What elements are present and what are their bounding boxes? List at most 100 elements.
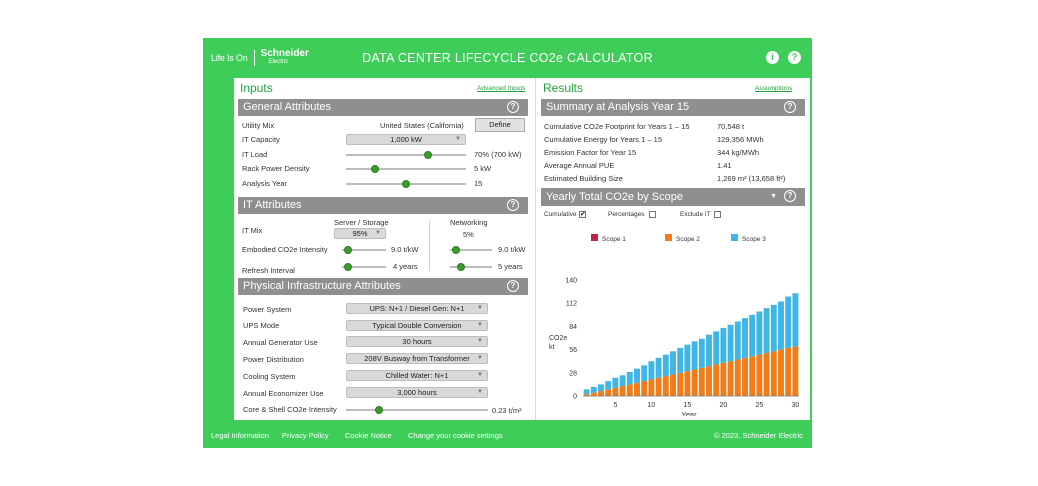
it-help-icon[interactable]: ? [507,198,519,211]
copyright: © 2023, Schneider Electric [714,431,803,440]
summary-row-value: 344 kg/MWh [717,148,760,157]
bar-segment [634,382,640,396]
chevron-down-icon: ▼ [477,338,483,344]
rack-density-slider-handle[interactable] [370,165,379,173]
it-attributes-header: IT Attributes ? [238,197,528,214]
x-tick-label: 30 [792,402,800,409]
embodied-server-slider[interactable] [342,246,386,254]
bar-segment [734,359,741,396]
summary-row-value: 129,356 MWh [717,135,764,144]
x-tick-label: 5 [613,402,617,409]
economizer-use-selected: 3,000 hours [397,388,437,397]
cookie-settings-link[interactable]: Change your cookie settings [408,431,503,440]
tagline: Life Is On [211,53,248,63]
cookie-notice-link[interactable]: Cookie Notice [345,431,392,440]
define-button[interactable]: Define [475,118,525,132]
embodied-network-value: 9.0 t/kW [498,245,526,254]
it-capacity-select[interactable]: 1,000 kW ▼ [346,134,466,145]
it-load-slider[interactable] [346,151,466,159]
results-title: Results [543,81,584,95]
chevron-down-icon: ▼ [375,230,381,236]
brand-sub: Electric [268,59,289,65]
bar-segment [677,347,684,373]
bar-segment [778,349,784,396]
analysis-year-slider-handle[interactable] [402,180,410,188]
bar-segment [756,354,763,396]
core-shell-slider[interactable] [346,406,488,414]
advanced-inputs-link[interactable]: Advanced Inputs [477,85,526,92]
physical-attributes-header: Physical Infrastructure Attributes ? [238,278,528,295]
power-system-selected: UPS: N+1 / Diesel Gen: N+1 [369,304,465,313]
privacy-policy-link[interactable]: Privacy Policy [282,431,329,440]
exclude-it-checkbox[interactable] [714,211,721,218]
summary-row-label: Emission Factor for Year 15 [544,148,637,157]
analysis-year-slider[interactable] [346,180,466,188]
it-load-slider-handle[interactable] [424,151,433,159]
ups-mode-label: UPS Mode [243,321,280,330]
power-system-select[interactable]: UPS: N+1 / Diesel Gen: N+1 ▼ [346,303,488,314]
legal-information-link[interactable]: Legal Information [211,431,269,440]
cooling-system-select[interactable]: Chilled Water: N+1 ▼ [346,370,488,381]
ups-mode-select[interactable]: Typical Double Conversion ▼ [346,320,488,331]
bar-segment [634,368,640,383]
cumulative-checkbox[interactable]: ✔ [579,211,586,218]
inputs-panel: Inputs Advanced Inputs General Attribute… [234,78,529,420]
exclude-it-label: Exclude IT [680,211,711,218]
bar-segment [641,381,648,396]
legend-swatch [665,234,672,241]
results-panel: Results Assumptions Summary at Analysis … [541,78,810,420]
generator-use-select[interactable]: 30 hours ▼ [346,336,488,347]
general-help-icon[interactable]: ? [507,100,519,113]
embodied-network-slider[interactable] [450,246,492,254]
generator-use-selected: 30 hours [402,337,432,346]
bar-segment [619,375,626,387]
power-distribution-select[interactable]: 208V Busway from Transformer ▼ [346,353,488,364]
embodied-intensity-label: Embodied CO2e Intensity [242,245,328,254]
percentages-label: Percentages [608,211,645,218]
it-mix-select[interactable]: 95% ▼ [334,228,386,239]
info-icon[interactable]: i [766,51,779,64]
bar-segment [677,372,684,396]
bar-segment [698,367,705,396]
embodied-network-slider-handle[interactable] [451,246,460,254]
app-title: DATA CENTER LIFECYCLE CO2e CALCULATOR [362,51,653,65]
percentages-checkbox[interactable] [649,211,656,218]
refresh-interval-label: Refresh Interval [242,266,295,275]
bar-segment [612,387,619,396]
rack-density-slider[interactable] [346,165,466,173]
refresh-server-slider[interactable] [342,263,386,271]
embodied-server-slider-handle[interactable] [343,246,352,254]
refresh-network-slider-handle[interactable] [456,263,465,271]
physical-help-icon[interactable]: ? [507,279,519,292]
core-shell-slider-handle[interactable] [375,406,384,414]
summary-help-icon[interactable]: ? [784,100,796,113]
bar-segment [612,377,619,388]
bar-segment [720,328,727,363]
bar-segment [763,352,770,396]
economizer-use-select[interactable]: 3,000 hours ▼ [346,387,488,398]
summary-row-value: 1,269 m² (13,658 ft²) [717,174,786,183]
networking-header: Networking [450,218,488,227]
chart-help-icon[interactable]: ? [784,189,796,202]
bar-segment [756,311,763,355]
bar-segment [742,357,748,396]
bar-segment [590,386,597,393]
refresh-network-slider[interactable] [450,263,492,271]
bar-segment [749,314,756,357]
summary-row-label: Estimated Building Size [544,174,623,183]
chart-type-select[interactable]: Yearly Total CO2e by Scope ▼ ? [541,188,805,206]
bar-segment [605,381,612,390]
legend-label: Scope 3 [742,236,766,243]
help-icon[interactable]: ? [788,51,801,64]
refresh-server-slider-handle[interactable] [343,263,352,271]
utility-mix-label: Utility Mix [242,121,275,130]
ups-mode-selected: Typical Double Conversion [372,321,462,330]
power-system-label: Power System [243,305,292,314]
assumptions-link[interactable]: Assumptions [755,85,793,92]
summary-row-label: Average Annual PUE [544,161,615,170]
y-axis-label: CO2e [549,335,567,342]
bar-segment [698,338,705,368]
general-attributes-title: General Attributes [243,101,332,113]
bar-segment [691,341,698,370]
y-tick-label: 84 [569,324,577,331]
